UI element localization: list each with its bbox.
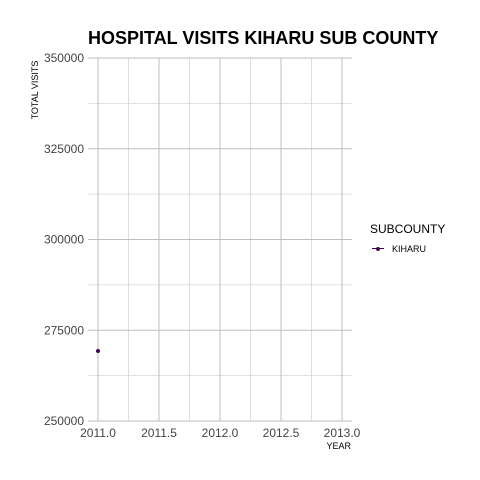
y-tick-label: 250000 — [44, 414, 84, 428]
legend-key — [370, 244, 386, 254]
chart-title: HOSPITAL VISITS KIHARU SUB COUNTY — [88, 28, 439, 48]
legend-title: SUBCOUNTY — [370, 222, 446, 236]
y-axis-title: TOTAL VISITS — [30, 61, 40, 120]
x-tick-label: 2011.5 — [141, 426, 177, 440]
legend-label: KIHARU — [392, 244, 427, 254]
legend: SUBCOUNTY KIHARU — [370, 222, 445, 254]
y-tick-label: 350000 — [44, 51, 84, 65]
x-tick-label: 2011.0 — [80, 426, 116, 440]
x-axis-title: YEAR — [326, 441, 351, 451]
y-tick-label: 300000 — [44, 233, 84, 247]
x-tick-label: 2013.0 — [324, 426, 361, 440]
x-tick-label: 2012.5 — [263, 426, 300, 440]
data-point — [96, 348, 100, 353]
legend-item-kiharu: KIHARU — [370, 244, 445, 254]
x-tick-label: 2012.0 — [202, 426, 239, 440]
y-tick-label: 275000 — [44, 323, 84, 337]
y-tick-label: 325000 — [44, 142, 84, 156]
